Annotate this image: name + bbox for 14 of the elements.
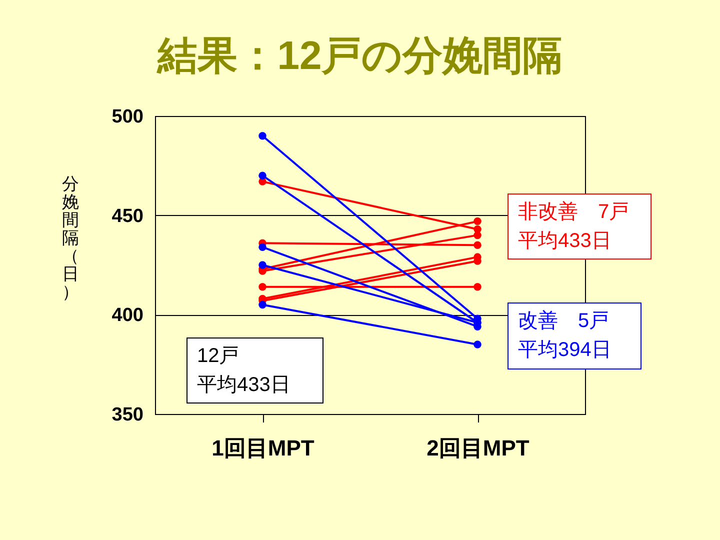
y-tick-label: 450 bbox=[112, 206, 144, 227]
annotation: 平均433日 bbox=[518, 230, 612, 252]
y-tick-label: 400 bbox=[112, 305, 144, 326]
y-tick-label: 350 bbox=[112, 404, 144, 426]
annotation: 12戸 bbox=[197, 345, 240, 367]
x-tick-label: 2回目MPT bbox=[426, 436, 530, 460]
x-tick-label: 1回目MPT bbox=[212, 436, 315, 460]
annotation: 平均394日 bbox=[518, 339, 612, 361]
annotation: 平均433日 bbox=[197, 374, 290, 396]
annotation: 改善 5戸 bbox=[518, 309, 610, 332]
chart-title: 結果：12戸の分娩間隔 bbox=[156, 34, 563, 78]
y-axis-title: 分娩間隔（日） bbox=[62, 174, 79, 302]
y-tick-label: 500 bbox=[112, 106, 144, 128]
annotation: 非改善 7戸 bbox=[518, 200, 630, 223]
